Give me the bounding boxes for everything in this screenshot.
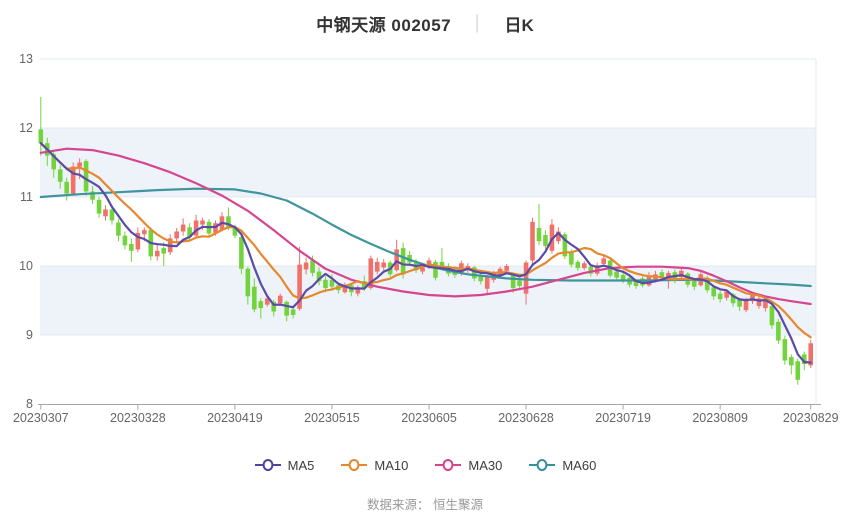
- x-axis-label: 20230605: [401, 411, 457, 425]
- legend-label: MA60: [562, 457, 597, 473]
- ma5-line: [39, 142, 812, 364]
- candle: [57, 165, 63, 189]
- x-axis: [38, 404, 821, 410]
- y-axis-label: 8: [26, 397, 33, 411]
- candle: [103, 205, 108, 221]
- y-axis-label: 9: [26, 328, 33, 342]
- legend-item-ma30[interactable]: MA30: [434, 458, 502, 473]
- y-axis-label: 11: [20, 190, 33, 204]
- candle: [193, 214, 199, 239]
- legend-marker-icon: [254, 459, 281, 471]
- candle: [374, 257, 380, 275]
- candle: [756, 296, 762, 309]
- x-axis-label: 20230328: [110, 411, 166, 425]
- legend: MA5 MA10 MA30 MA60: [0, 453, 850, 477]
- candle: [536, 203, 542, 246]
- y-axis-label: 12: [19, 121, 33, 135]
- ma30-line: [39, 147, 812, 306]
- legend-marker-icon: [529, 459, 556, 471]
- candle: [433, 259, 438, 281]
- y-axis-labels: 13 12 11 10 9 8: [19, 52, 33, 411]
- grid-lines: [40, 58, 817, 404]
- candle: [789, 354, 794, 375]
- candle: [284, 300, 289, 322]
- candle: [109, 206, 115, 225]
- candle: [717, 290, 723, 303]
- candle: [329, 274, 335, 290]
- candle: [795, 358, 801, 385]
- candle: [38, 96, 44, 156]
- candle: [271, 299, 277, 317]
- x-axis-label: 20230307: [13, 411, 69, 425]
- candle: [258, 298, 264, 319]
- candle: [135, 227, 141, 253]
- candle: [556, 227, 561, 244]
- legend-item-ma60[interactable]: MA60: [528, 458, 596, 473]
- candle: [581, 261, 587, 271]
- y-axis-label: 13: [19, 52, 33, 66]
- candle: [711, 286, 716, 300]
- x-axis-label: 20230628: [498, 411, 554, 425]
- candle: [180, 218, 186, 236]
- legend-label: MA5: [287, 457, 315, 473]
- candle: [122, 231, 128, 250]
- candle: [355, 285, 361, 297]
- legend-marker-icon: [341, 459, 368, 471]
- candle: [245, 266, 251, 305]
- candle: [782, 335, 788, 365]
- candle: [90, 185, 95, 204]
- data-source-note: 数据来源： 恒生聚源: [367, 497, 483, 512]
- x-axis-label: 20230515: [304, 411, 360, 425]
- candle: [484, 274, 490, 295]
- candle: [64, 177, 69, 201]
- candle: [769, 303, 775, 329]
- candle: [342, 282, 348, 294]
- candle: [588, 264, 594, 277]
- candle: [601, 255, 606, 266]
- legend-label: MA10: [374, 457, 409, 473]
- candle: [154, 245, 160, 261]
- candle: [523, 260, 529, 305]
- candle: [679, 267, 684, 280]
- background-bands: [40, 128, 816, 335]
- legend-item-ma5[interactable]: MA5: [254, 457, 315, 473]
- y-axis-label: 10: [19, 259, 33, 273]
- candle: [575, 259, 581, 271]
- period-label: 日K: [504, 15, 534, 35]
- candle: [83, 159, 89, 196]
- candle: [471, 266, 477, 282]
- candle: [129, 238, 134, 262]
- candle: [96, 197, 102, 218]
- candle: [543, 230, 548, 250]
- candle: [530, 217, 535, 265]
- candle: [116, 219, 121, 242]
- candle: [776, 319, 781, 344]
- candle: [562, 232, 568, 260]
- x-axis-label: 20230419: [207, 411, 263, 425]
- candle: [303, 257, 309, 275]
- candle: [252, 278, 257, 313]
- stock-title: 中钢天源 002057: [316, 15, 452, 35]
- candle: [381, 259, 387, 271]
- candle: [614, 269, 619, 281]
- legend-label: MA30: [468, 457, 503, 473]
- candle: [161, 242, 167, 266]
- title-separator: │: [473, 14, 483, 32]
- x-axis-label: 20230829: [783, 411, 839, 425]
- x-axis-labels: 20230307 20230328 20230419 20230515 20230605…: [13, 411, 839, 425]
- chart-title-bar: 中钢天源 002057 │ 日K: [0, 8, 850, 38]
- candle: [808, 339, 814, 369]
- candle: [239, 234, 244, 275]
- candle: [174, 228, 179, 243]
- x-axis-label: 20230809: [692, 411, 748, 425]
- candle: [264, 296, 270, 307]
- candle: [439, 248, 445, 269]
- x-axis-label: 20230719: [595, 411, 651, 425]
- candle: [316, 267, 322, 286]
- legend-marker-icon: [435, 459, 462, 471]
- legend-item-ma10[interactable]: MA10: [340, 458, 408, 473]
